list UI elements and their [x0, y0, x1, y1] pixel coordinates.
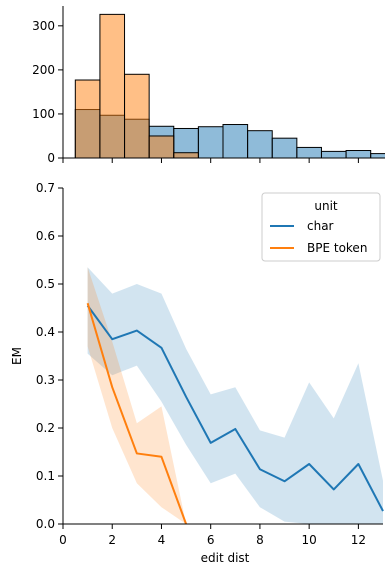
- hist-bar-char-7: [247, 130, 273, 159]
- line-panel: 0.0 0.1 0.2 0.3 0.4 0.5 0.6 0.7 0 2 4 6 8 10 12 edit …: [10, 181, 384, 565]
- hist-bar-bpe-2: [124, 73, 150, 159]
- legend-label-bpe: BPE token: [307, 241, 367, 255]
- line-xtick-label: 2: [108, 533, 116, 547]
- line-ytick-label: 0.1: [36, 469, 55, 483]
- histogram-panel: 0 100 200 300: [32, 6, 385, 165]
- histogram-y-ticks: 0 100 200 300: [32, 19, 63, 165]
- hist-bar-char-5: [197, 126, 224, 159]
- line-x-ticks: 0 2 4 6 8 10 12: [59, 524, 366, 547]
- hist-ytick-label: 0: [47, 151, 55, 165]
- line-bpe: [86, 302, 188, 525]
- legend: unit char BPE token: [261, 192, 381, 262]
- line-xtick-label: 0: [59, 533, 67, 547]
- hist-bar-char-10: [320, 150, 347, 159]
- hist-bar-char-6: [222, 124, 249, 159]
- hist-bar-bpe-1: [99, 13, 126, 159]
- histogram-x-ticks: [62, 158, 359, 163]
- line-ytick-label: 0.3: [36, 373, 55, 387]
- line-ytick-label: 0.2: [36, 421, 55, 435]
- line-ytick-label: 0.5: [36, 277, 55, 291]
- line-ytick-label: 0.6: [36, 229, 55, 243]
- legend-label-char: char: [307, 219, 334, 233]
- hist-bar-bpe-4: [173, 152, 199, 159]
- line-series: [86, 302, 384, 525]
- line-xtick-label: 10: [302, 533, 317, 547]
- confidence-bands: [87, 267, 384, 524]
- line-ytick-label: 0.4: [36, 325, 55, 339]
- line-xtick-label: 6: [207, 533, 215, 547]
- line-char: [86, 305, 384, 512]
- hist-bar-bpe-3: [148, 135, 175, 159]
- legend-frame: [261, 192, 381, 262]
- hist-bar-char-12: [370, 153, 385, 159]
- hist-ytick-label: 200: [32, 63, 55, 77]
- hist-bar-char-11: [345, 150, 372, 159]
- line-xtick-label: 4: [158, 533, 166, 547]
- line-xtick-label: 8: [256, 533, 264, 547]
- histogram-bars: [74, 13, 385, 159]
- hist-bar-bpe-0: [74, 79, 101, 159]
- hist-ytick-label: 100: [32, 107, 55, 121]
- x-axis-label: edit dist: [201, 551, 250, 565]
- y-axis-label: EM: [10, 347, 24, 365]
- band-char: [87, 267, 384, 524]
- line-y-ticks: 0.0 0.1 0.2 0.3 0.4 0.5 0.6 0.7: [36, 181, 63, 531]
- line-ytick-label: 0.0: [36, 517, 55, 531]
- hist-bar-char-8: [271, 137, 298, 159]
- hist-ytick-label: 300: [32, 19, 55, 33]
- hist-bar-char-9: [296, 146, 322, 159]
- line-ytick-label: 0.7: [36, 181, 55, 195]
- band-bpe: [87, 267, 187, 524]
- legend-title: unit: [314, 199, 338, 213]
- line-xtick-label: 12: [351, 533, 366, 547]
